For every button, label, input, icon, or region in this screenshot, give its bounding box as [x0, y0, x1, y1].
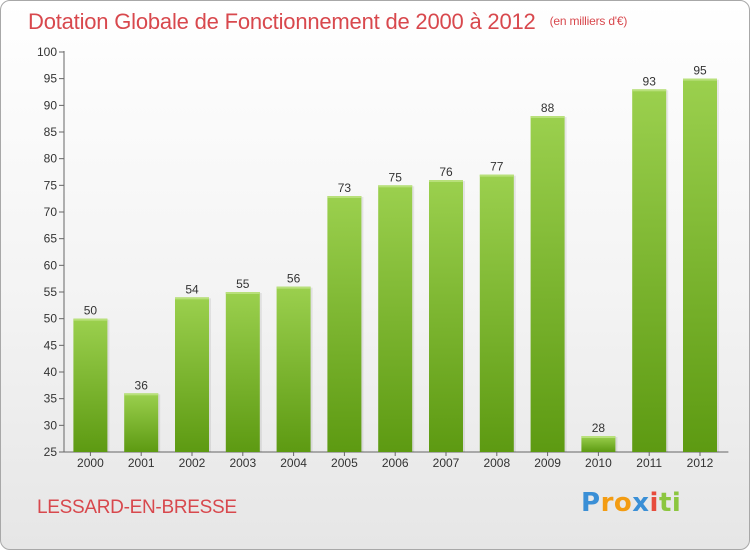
bar-highlight — [327, 196, 362, 198]
bar-highlight — [378, 185, 413, 188]
y-tick-label: 100 — [37, 45, 57, 59]
y-tick-label: 60 — [44, 258, 58, 272]
data-label: 93 — [643, 74, 657, 88]
data-label: 50 — [84, 304, 98, 318]
x-tick-label: 2004 — [280, 456, 307, 470]
y-tick-label: 25 — [44, 445, 58, 459]
bars: 50 36 54 55 56 73 75 76 77 88 28 93 95 — [73, 64, 719, 453]
x-tick-label: 2001 — [128, 456, 155, 470]
data-label: 76 — [439, 165, 453, 179]
bar — [124, 393, 159, 452]
data-label: 55 — [236, 277, 250, 291]
data-label: 54 — [185, 282, 199, 296]
data-label: 88 — [541, 101, 555, 115]
logo-part: x — [632, 488, 650, 518]
logo-part: ro — [600, 488, 633, 518]
commune-name: LESSARD-EN-BRESSE — [37, 497, 237, 518]
x-tick-label: 2012 — [687, 456, 714, 470]
bar-highlight — [530, 116, 565, 118]
bar — [581, 436, 616, 452]
x-tick-label: 2002 — [179, 456, 206, 470]
bar — [225, 292, 260, 452]
y-tick-label: 90 — [44, 98, 58, 112]
bar-highlight — [479, 174, 514, 177]
x-tick-label: 2003 — [229, 456, 256, 470]
bar-highlight — [124, 393, 159, 396]
bar — [276, 286, 311, 452]
bar — [429, 180, 463, 452]
data-label: 36 — [135, 378, 149, 392]
bar — [683, 78, 717, 453]
x-tick-label: 2011 — [636, 456, 662, 470]
bar — [530, 116, 565, 452]
y-tick-label: 55 — [44, 285, 58, 299]
x-tick-label: 2005 — [331, 456, 358, 470]
bar — [327, 196, 362, 452]
y-axis: 25 30 35 40 45 50 55 60 65 70 75 80 85 90 95 100 2000 200… — [37, 45, 729, 470]
x-tick-label: 2006 — [382, 456, 409, 470]
x-tick-label: 2008 — [483, 456, 510, 470]
y-tick-label: 40 — [44, 365, 58, 379]
data-label: 95 — [693, 64, 707, 78]
y-tick-label: 75 — [44, 178, 58, 192]
y-tick-label: 95 — [44, 72, 58, 86]
logo-part: ti — [658, 488, 682, 518]
data-label: 28 — [592, 421, 606, 435]
bar-highlight — [581, 436, 616, 438]
bar-highlight — [632, 89, 667, 92]
bar-highlight — [276, 286, 311, 289]
data-label: 77 — [490, 160, 504, 174]
y-tick-label: 45 — [44, 338, 58, 352]
chart-title: Dotation Globale de Fonctionnement de 20… — [28, 9, 627, 35]
y-tick-label: 85 — [44, 125, 58, 139]
y-tick-label: 30 — [44, 418, 58, 432]
data-label: 75 — [389, 170, 403, 184]
y-tick-label: 65 — [44, 232, 58, 246]
logo-part: i — [649, 488, 659, 518]
logo-part: P — [581, 488, 601, 518]
bar — [632, 89, 667, 452]
x-tick-label: 2009 — [534, 456, 561, 470]
y-tick-label: 35 — [44, 392, 58, 406]
bar — [175, 297, 209, 452]
bar-highlight — [683, 78, 717, 81]
bar-highlight — [73, 318, 108, 321]
chart-unit-note: (en milliers d'€) — [549, 14, 628, 28]
x-tick-label: 2000 — [77, 456, 104, 470]
bar — [378, 185, 413, 453]
y-tick-label: 70 — [44, 205, 58, 219]
x-tick-label: 2010 — [585, 456, 612, 470]
bar — [73, 318, 108, 452]
data-label: 56 — [287, 272, 301, 286]
x-tick-label: 2007 — [433, 456, 460, 470]
proxiti-logo: Proxiti — [581, 488, 681, 518]
bar-highlight — [225, 292, 260, 294]
bar-highlight — [429, 180, 463, 182]
y-tick-label: 50 — [44, 312, 58, 326]
y-tick-label: 80 — [44, 152, 58, 166]
bar — [479, 174, 514, 452]
data-label: 73 — [338, 181, 352, 195]
chart-title-text: Dotation Globale de Fonctionnement de 20… — [28, 9, 536, 34]
bar-highlight — [175, 297, 209, 300]
